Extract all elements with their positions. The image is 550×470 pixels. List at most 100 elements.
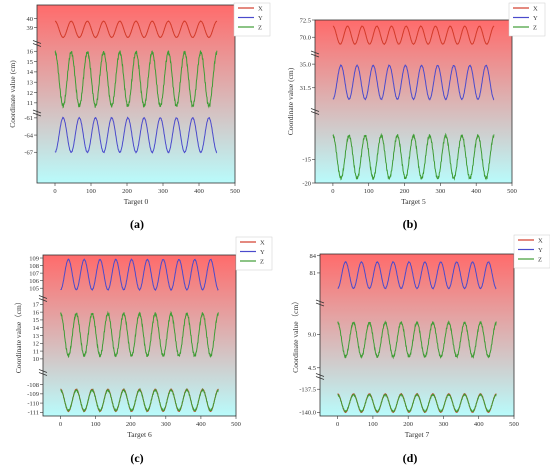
panel-1-ytick-label: 11 <box>27 100 33 107</box>
panel-2-background <box>315 20 512 183</box>
panel-4-xtick-label: 300 <box>439 421 449 428</box>
panel-2: 70.0 72.5 31.5 35.0 -20 -15 0 100 200 300 400 500 Ta… <box>286 2 546 231</box>
panel-2-ytick-label: -20 <box>302 180 311 187</box>
panel-1-ytick-label: 16 <box>27 49 34 56</box>
panel-3-ytick-label: 107 <box>29 270 40 277</box>
panel-2-axis-break <box>310 53 320 58</box>
panel-1-xtick-label: 400 <box>194 188 204 195</box>
panel-2-xlabel: Target 5 <box>401 197 426 206</box>
panel-1-legend-label-y: Y <box>258 15 263 22</box>
panel-3-ytick-label: -108 <box>27 382 39 389</box>
panel-1-ytick-label: -67 <box>24 150 33 157</box>
panel-4-axis-break <box>315 373 325 377</box>
panel-2-legend-label-z: Z <box>533 24 537 31</box>
panel-1-ylabel: Coordinate value (cm) <box>8 60 17 128</box>
panel-3-ytick-label: 108 <box>29 263 39 270</box>
panel-1-legend-label-z: Z <box>258 24 262 31</box>
panel-1-xtick-label: 200 <box>122 188 132 195</box>
panel-2-axis-break <box>310 108 320 112</box>
panel-1-series-z-line <box>54 49 218 109</box>
panel-4-series-z-line <box>337 320 497 360</box>
panel-3-xtick-label: 400 <box>196 421 206 428</box>
panel-4-xtick-label: 200 <box>403 421 413 428</box>
panel-4-xlabel: Target 7 <box>405 430 430 439</box>
panel-2-frame <box>314 19 513 184</box>
panel-2-xtick-label: 300 <box>435 188 445 195</box>
panel-3-ytick-label: 106 <box>29 278 40 285</box>
panel-2-legend: XYZ <box>508 2 546 37</box>
panel-3-axis-break <box>38 298 48 302</box>
panel-2-series-x-line <box>332 25 495 46</box>
panel-1-series-y-line <box>54 116 218 154</box>
panel-1-series-x-line <box>54 20 218 39</box>
panel-4-ytick-label: -137.5 <box>299 387 316 394</box>
panel-3-ytick-label: 17 <box>33 302 40 309</box>
panel-2-ytick-label: 35.0 <box>300 61 311 68</box>
panel-1-legend: XYZ <box>233 2 271 37</box>
panel-3-xtick-label: 500 <box>231 421 241 428</box>
panel-2-series-z-line <box>332 132 495 181</box>
panel-4-legend-label-z: Z <box>538 256 542 263</box>
panel-4: 81 84 4.5 9.0 -140.0 -137.5 0 100 200 300 400 500 Ta… <box>291 234 550 465</box>
panel-4-ytick-label: 4.5 <box>308 365 316 372</box>
panel-1-xtick-label: 100 <box>86 188 96 195</box>
panel-4-ytick-label: -140.0 <box>299 410 316 417</box>
panel-3-axis-break <box>38 369 48 373</box>
panel-2-axis-break <box>310 50 320 55</box>
panel-4-xtick-label: 100 <box>368 421 378 428</box>
panel-1-ytick-label: -64 <box>24 132 33 139</box>
panel-2-xtick-label: 500 <box>507 188 517 195</box>
panel-2-ytick-label: 70.0 <box>300 35 311 42</box>
panel-1-xtick-label: 500 <box>230 188 240 195</box>
panel-2-axis-break <box>310 111 320 115</box>
panel-3-ytick-label: 105 <box>29 286 39 293</box>
panel-1-ytick-label: 14 <box>27 69 34 76</box>
panel-1-axis-break <box>32 112 42 117</box>
panel-3-ytick-label: -110 <box>27 400 39 407</box>
panel-4-legend-label-x: X <box>538 237 543 244</box>
panel-3-ytick-label: 14 <box>33 325 40 332</box>
panel-1: 39 40 11 12 13 14 15 16 -67 -64 -61 0 100 200 300 400 50… <box>8 2 271 231</box>
panel-2-series-y-line <box>332 64 495 101</box>
panel-1-axis-break <box>32 40 42 44</box>
panel-4-ytick-label: 81 <box>310 270 317 277</box>
panel-4-caption: (d) <box>403 451 418 465</box>
panel-1-ytick-label: 13 <box>27 80 34 87</box>
panel-4-frame <box>319 253 515 417</box>
panel-4-xtick-label: 0 <box>336 421 339 428</box>
panel-3-legend-label-z: Z <box>260 258 264 265</box>
panel-3-series-z-line <box>60 387 219 413</box>
panel-3-xtick-label: 200 <box>126 421 136 428</box>
panel-3-ytick-label: 13 <box>33 333 40 340</box>
panel-3-axis-break <box>38 295 48 299</box>
panel-4-ytick-label: 84 <box>310 253 317 260</box>
panel-3-legend: XYZ <box>235 236 273 271</box>
panel-3-series-y-line <box>60 258 219 292</box>
panel-1-caption: (a) <box>130 217 144 231</box>
panel-3-caption: (c) <box>130 451 143 465</box>
panel-3-ytick-label: 109 <box>29 255 39 262</box>
panel-2-xtick-label: 0 <box>331 188 334 195</box>
panel-2-caption: (b) <box>403 217 418 231</box>
panel-3-xtick-label: 100 <box>91 421 101 428</box>
panel-2-ytick-label: 72.5 <box>300 17 311 24</box>
panel-3-ytick-label: 16 <box>33 309 40 316</box>
panel-3-xlabel: Target 6 <box>127 430 152 439</box>
panel-3-ytick-label: -109 <box>27 391 39 398</box>
panel-3-ytick-label: 15 <box>33 317 40 324</box>
panel-1-ytick-label: 15 <box>27 59 34 66</box>
panel-4-xtick-label: 400 <box>474 421 484 428</box>
panel-1-xtick-label: 300 <box>158 188 168 195</box>
panel-2-legend-label-y: Y <box>533 15 538 22</box>
panel-4-background <box>320 254 514 416</box>
panel-4-xtick-label: 500 <box>509 421 519 428</box>
panel-3-ytick-label: 10 <box>33 356 40 363</box>
panel-3-xtick-label: 300 <box>161 421 171 428</box>
panel-4-axis-break <box>315 302 325 307</box>
panel-4-ytick-label: 9.0 <box>308 332 316 339</box>
panel-3-legend-label-y: Y <box>260 249 265 256</box>
panel-1-frame <box>36 4 236 184</box>
panel-2-xtick-label: 400 <box>471 188 481 195</box>
panel-2-ylabel: Coordinate value (cm) <box>286 67 295 135</box>
panel-3-xtick-label: 0 <box>59 421 62 428</box>
